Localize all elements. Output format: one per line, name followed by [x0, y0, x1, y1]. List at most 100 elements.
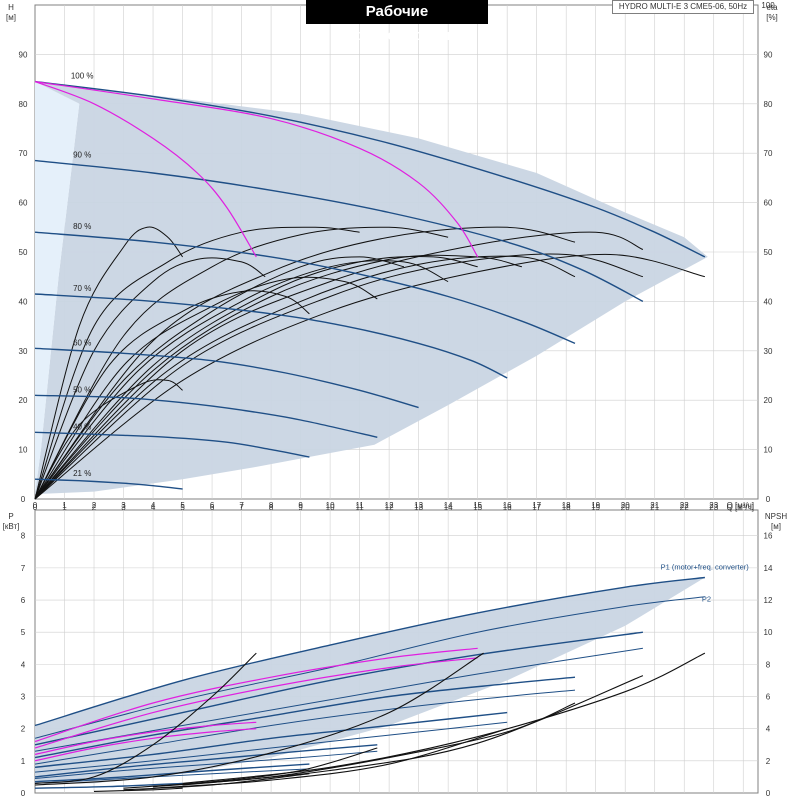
head-x-tick-label: 16	[503, 503, 512, 512]
head-x-tick-label: 1	[62, 503, 67, 512]
npsh-y-tick-label: 8	[766, 660, 771, 669]
head-x-tick-label: 23	[709, 503, 718, 512]
power-x-tick-label: 2	[92, 501, 97, 510]
eta-y-tick-label: 70	[764, 149, 773, 158]
head-x-tick-label: 5	[180, 503, 185, 512]
magenta-curve	[34, 81, 479, 258]
p2-curve	[34, 596, 705, 739]
p1-curve	[34, 744, 378, 778]
eta-y-tick-label: 80	[764, 100, 773, 109]
speed-curve	[34, 431, 310, 458]
power-x-axis-label: Q [м³/ч]	[727, 501, 754, 510]
head-x-tick-label: 15	[473, 503, 482, 512]
eta-y-tick-label: 0	[766, 495, 771, 504]
npsh-y-tick-label: 10	[764, 628, 773, 637]
head-x-tick-label: 4	[151, 503, 156, 512]
eta-y-tick-label: 20	[764, 396, 773, 405]
p2-curve	[34, 750, 378, 779]
head-x-axis-label: Q [м³/ч]	[727, 503, 754, 512]
power-magenta-curve	[34, 647, 478, 743]
npsh-y-tick-label: 12	[764, 596, 773, 605]
power-magenta-curve	[34, 657, 478, 749]
head-x-tick-label: 17	[532, 503, 541, 512]
p2-curve	[34, 647, 643, 752]
p1-curve	[34, 763, 310, 783]
power-x-tick-label: 3	[121, 501, 126, 510]
head-x-tick-label: 2	[92, 503, 97, 512]
npsh-curve	[152, 702, 576, 788]
head-y-axis-label: H	[8, 3, 14, 12]
power-x-tick-label: 14	[444, 501, 453, 510]
head-min-flow-region	[35, 81, 80, 495]
speed-curve-label: 60 %	[73, 338, 91, 347]
head-y-tick-label: 80	[19, 100, 28, 109]
efficiency-curve	[34, 276, 378, 500]
power-x-tick-label: 6	[210, 501, 215, 510]
efficiency-curve	[34, 260, 449, 500]
eta-y-tick-label: 90	[764, 50, 773, 59]
power-y-tick-label: 2	[21, 725, 26, 734]
npsh-y-tick-label: 4	[766, 725, 771, 734]
efficiency-curve	[34, 290, 310, 500]
head-y-tick-label: 40	[19, 297, 28, 306]
power-y-tick-label: 4	[21, 660, 26, 669]
power-x-tick-label: 12	[385, 501, 394, 510]
power-x-tick-label: 1	[62, 501, 67, 510]
head-x-tick-label: 6	[210, 503, 215, 512]
efficiency-curve	[34, 253, 644, 500]
eta-y-axis-label: eta	[766, 3, 778, 12]
npsh-y-axis-unit: [м]	[771, 522, 781, 531]
head-y-tick-label: 50	[19, 248, 28, 257]
speed-curve	[34, 159, 644, 303]
power-magenta-curve	[34, 728, 257, 762]
efficiency-curve	[34, 257, 266, 500]
model-label: HYDRO MULTI-E 3 CME5-06, 50Hz	[612, 0, 754, 14]
eta-y-tick-label: 10	[764, 446, 773, 455]
head-x-tick-label: 21	[650, 503, 659, 512]
speed-curve	[34, 347, 419, 409]
speed-curve-label: 50 %	[73, 385, 91, 394]
head-y-tick-label: 20	[19, 396, 28, 405]
power-x-tick-label: 0	[33, 501, 38, 510]
head-operating-envelope	[35, 81, 708, 495]
efficiency-curve	[34, 253, 706, 500]
p1-curve	[34, 631, 643, 746]
power-x-tick-label: 9	[298, 501, 303, 510]
head-x-tick-label: 8	[269, 503, 274, 512]
head-x-tick-label: 11	[355, 503, 364, 512]
power-x-tick-label: 4	[151, 501, 156, 510]
efficiency-curve	[34, 255, 576, 500]
npsh-y-tick-label: 16	[764, 532, 773, 541]
head-x-tick-label: 0	[33, 503, 38, 512]
head-y-tick-label: 70	[19, 149, 28, 158]
power-y-tick-label: 6	[21, 596, 26, 605]
legend-p2-label: P2	[702, 595, 711, 604]
head-y-tick-label: 0	[21, 495, 26, 504]
speed-curve	[34, 80, 706, 258]
speed-curve	[34, 478, 183, 490]
head-x-tick-label: 10	[326, 503, 335, 512]
npsh-y-tick-label: 6	[766, 693, 771, 702]
head-x-tick-label: 7	[239, 503, 244, 512]
eta-y-tick-label: 30	[764, 347, 773, 356]
power-x-tick-label: 21	[650, 501, 659, 510]
speed-curve-label: 90 %	[73, 151, 91, 160]
head-x-tick-label: 14	[444, 503, 453, 512]
head-y-tick-label: 90	[19, 50, 28, 59]
efficiency-curve	[34, 256, 405, 500]
power-x-tick-label: 5	[180, 501, 185, 510]
power-y-tick-label: 7	[21, 564, 26, 573]
speed-curve	[34, 293, 508, 379]
efficiency-curve	[34, 256, 478, 500]
p2-curve	[34, 689, 576, 765]
power-x-tick-label: 18	[562, 501, 571, 510]
power-y-tick-label: 1	[21, 757, 26, 766]
speed-curve	[34, 394, 378, 438]
power-y-axis-unit: [кВт]	[3, 522, 20, 531]
legend-p1-label: P1 (motor+freq. converter)	[661, 562, 750, 571]
power-y-tick-label: 0	[21, 789, 26, 798]
chart-title: Рабочие характеристики	[306, 0, 488, 44]
efficiency-curve	[34, 226, 184, 500]
